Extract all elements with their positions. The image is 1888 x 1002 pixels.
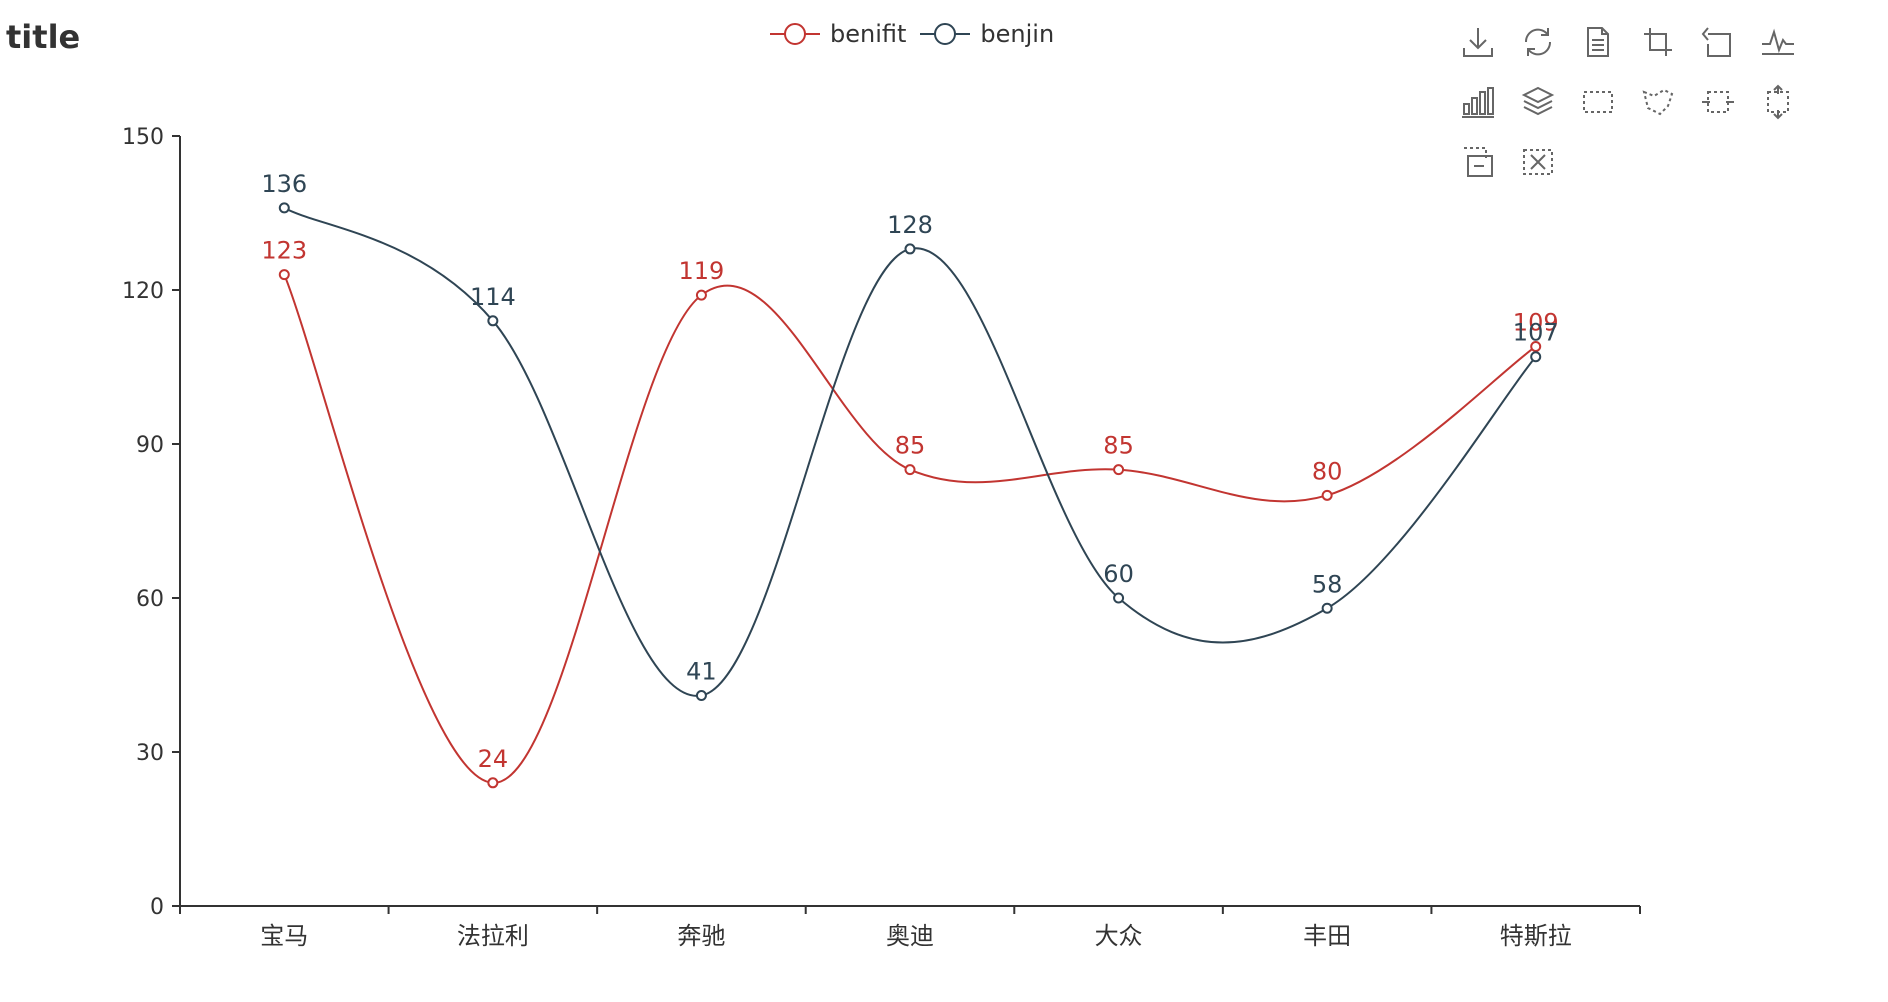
data-point-benjin [1113,592,1125,604]
data-label-benifit: 109 [1513,308,1559,336]
x-tick-label: 奥迪 [886,922,934,950]
data-label-benjin: 136 [261,170,307,198]
data-label-benjin: 107 [1513,319,1559,347]
undo-icon[interactable] [1696,20,1740,64]
data-point-benjin [278,202,290,214]
bar-chart-icon[interactable] [1456,80,1500,124]
stack-icon[interactable] [1516,80,1560,124]
x-tick-label: 法拉利 [457,922,529,950]
data-label-benifit: 85 [1103,432,1134,460]
data-label-benjin: 128 [887,211,933,239]
data-point-benifit [1113,464,1125,476]
download-icon[interactable] [1456,20,1500,64]
data-point-benjin [487,315,499,327]
x-tick-label: 奔驰 [677,922,725,950]
data-label-benjin: 41 [686,658,717,686]
x-tick-label: 宝马 [260,922,308,950]
data-point-benjin [695,690,707,702]
x-tick-label: 特斯拉 [1500,922,1572,950]
y-tick-label: 60 [136,587,164,612]
refresh-icon[interactable] [1516,20,1560,64]
data-point-benjin [1321,602,1333,614]
data-label-benjin: 60 [1103,560,1134,588]
data-label-benifit: 85 [895,432,926,460]
x-tick-label: 大众 [1095,922,1143,950]
legend-label-benjin: benjin [980,20,1055,48]
expand-select-icon[interactable] [1756,80,1800,124]
keep-select-icon[interactable] [1696,80,1740,124]
series-line-benifit [283,274,1537,784]
data-point-benjin [904,243,916,255]
data-point-benifit [1321,489,1333,501]
y-tick-label: 30 [136,741,164,766]
y-tick-label: 120 [122,279,164,304]
data-point-benifit [695,289,707,301]
data-label-benjin: 58 [1312,570,1343,598]
rect-select-icon[interactable] [1576,80,1620,124]
clear-select-icon[interactable] [1516,140,1560,184]
document-icon[interactable] [1576,20,1620,64]
legend-item-benifit[interactable]: benifit [770,20,906,48]
legend: benifit benjin [770,14,1054,54]
legend-line-circle-icon [920,20,971,48]
line-chart-icon[interactable] [1756,20,1800,64]
data-label-benifit: 24 [478,745,509,773]
data-point-benifit [278,269,290,281]
lasso-select-icon[interactable] [1636,80,1680,124]
data-label-benifit: 119 [679,257,725,285]
crop-icon[interactable] [1636,20,1680,64]
data-point-benifit [487,777,499,789]
zoom-in-icon[interactable] [1456,140,1500,184]
data-point-benifit [1530,340,1542,352]
data-label-benifit: 80 [1312,457,1343,485]
x-tick-label: 丰田 [1303,922,1351,950]
data-label-benjin: 114 [470,283,516,311]
data-point-benifit [904,464,916,476]
legend-item-benjin[interactable]: benjin [920,20,1054,48]
legend-label-benifit: benifit [830,20,907,48]
chart-title: title [6,18,81,56]
toolbox [1456,20,1836,200]
data-point-benjin [1530,351,1542,363]
y-tick-label: 150 [122,125,164,150]
y-tick-label: 90 [136,433,164,458]
legend-line-circle-icon [770,20,820,48]
data-label-benifit: 123 [261,237,307,265]
y-tick-label: 0 [150,895,164,920]
